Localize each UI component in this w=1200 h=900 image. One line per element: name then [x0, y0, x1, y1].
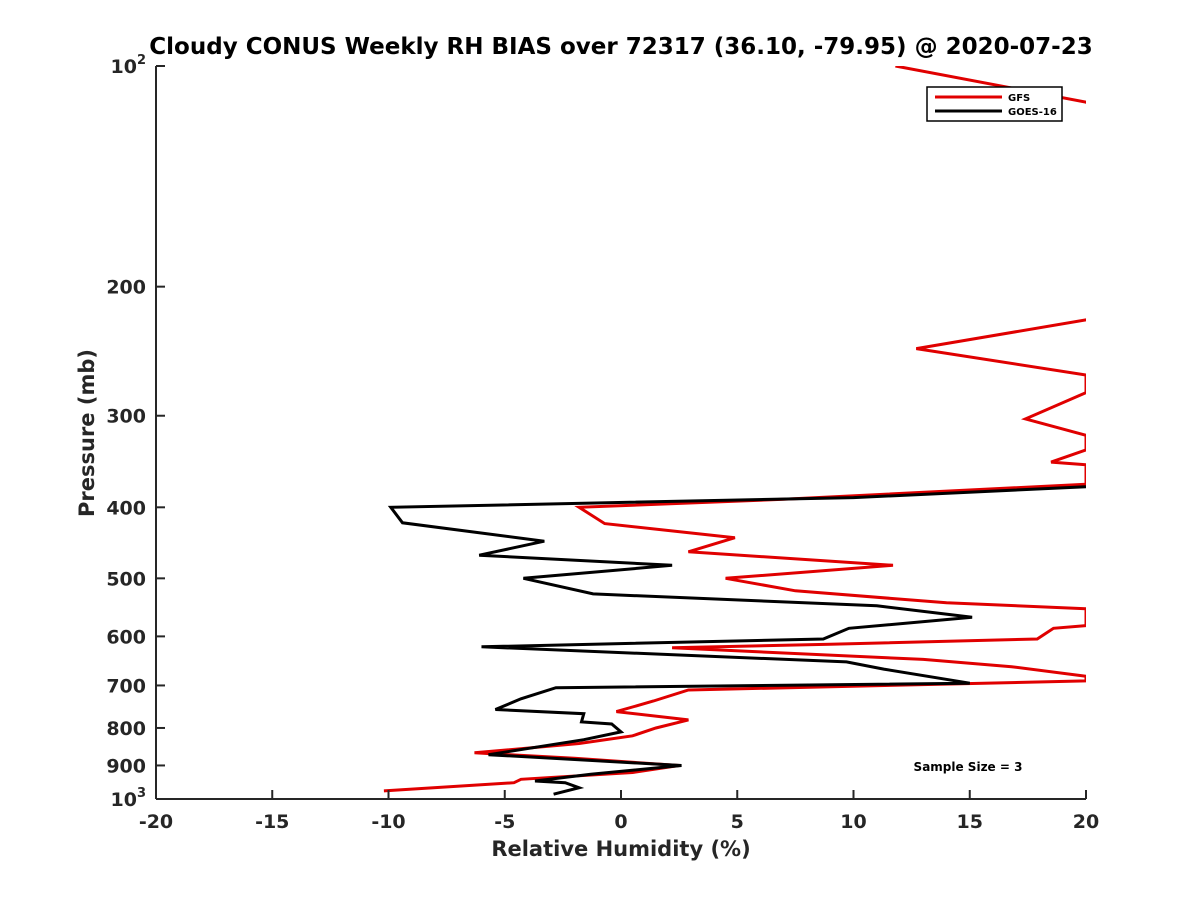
series-line-goes16 — [387, 485, 1086, 796]
y-tick-label: 102 — [111, 53, 147, 78]
x-tick-label: 5 — [731, 811, 744, 833]
x-tick-label: -20 — [139, 811, 173, 833]
y-ticks: 102 200 300 400 500 600 700 800 900 103 — [106, 53, 165, 811]
y-tick-label: 200 — [106, 277, 146, 299]
x-tick-label: 20 — [1073, 811, 1099, 833]
series-layer — [383, 66, 1086, 796]
y-tick-label: 300 — [106, 406, 146, 428]
x-tick-label: 0 — [614, 811, 627, 833]
x-tick-label: -15 — [255, 811, 289, 833]
series-line-gfs — [383, 66, 1086, 793]
y-tick-label: 500 — [106, 568, 146, 590]
x-tick-label: -10 — [371, 811, 405, 833]
y-tick-label: 103 — [111, 786, 147, 811]
legend: GFS GOES-16 — [926, 86, 1063, 122]
x-tick-label: 10 — [840, 811, 866, 833]
x-ticks: -20 -15 -10 -5 0 5 10 15 20 — [139, 790, 1099, 833]
y-tick-label: 400 — [106, 497, 146, 519]
x-tick-label: -5 — [494, 811, 515, 833]
y-tick-label: 900 — [106, 755, 146, 777]
y-tick-label: 800 — [106, 718, 146, 740]
axes — [155, 66, 1086, 800]
y-axis-label: Pressure (mb) — [75, 349, 99, 517]
x-axis-label: Relative Humidity (%) — [491, 837, 750, 861]
x-tick-label: 15 — [957, 811, 983, 833]
chart-title: Cloudy CONUS Weekly RH BIAS over 72317 (… — [149, 34, 1092, 60]
sample-size-annotation: Sample Size = 3 — [914, 760, 1023, 774]
y-tick-label: 700 — [106, 675, 146, 697]
legend-label-gfs: GFS — [1008, 93, 1030, 104]
legend-label-goes16: GOES-16 — [1008, 107, 1057, 118]
legend-box — [926, 86, 1063, 122]
y-tick-label: 600 — [106, 626, 146, 648]
